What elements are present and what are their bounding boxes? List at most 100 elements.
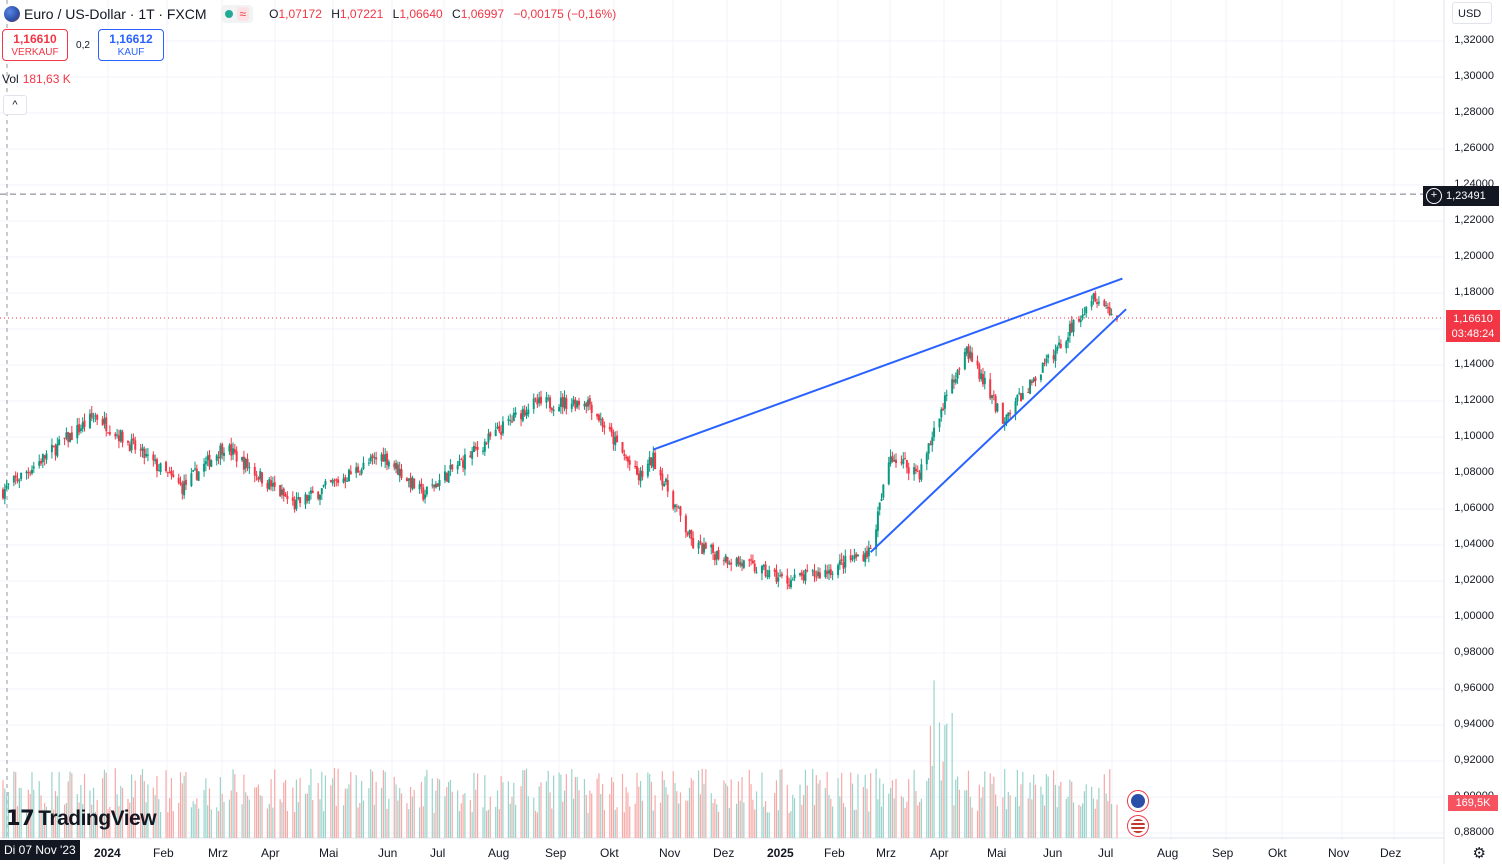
candle-body	[549, 397, 552, 409]
market-status[interactable]: ≈	[220, 5, 254, 23]
volume-bar	[42, 809, 44, 838]
currency-selector[interactable]: USD	[1452, 2, 1492, 24]
candle-body	[599, 418, 602, 420]
volume-bar	[1004, 769, 1006, 838]
candle-body	[81, 422, 84, 430]
volume-bar	[692, 780, 694, 838]
volume-bar	[154, 795, 156, 838]
gear-icon[interactable]: ⚙	[1472, 845, 1486, 862]
candle-body	[675, 506, 678, 508]
candle-body	[800, 572, 803, 576]
collapse-legend-button[interactable]: ^	[3, 95, 27, 115]
volume-bar	[1109, 769, 1111, 838]
eu-event-icon[interactable]	[1127, 790, 1149, 812]
candle-body	[337, 479, 340, 483]
candle-body	[96, 415, 99, 420]
volume-bar	[380, 787, 383, 838]
volume-bar	[697, 770, 700, 838]
volume-bar	[661, 771, 663, 838]
candle-body	[92, 417, 95, 419]
volume-bar	[667, 794, 669, 838]
volume-bar	[984, 771, 986, 838]
candle-body	[434, 483, 437, 488]
volume-bar	[1107, 800, 1109, 838]
volume-bar	[1047, 776, 1049, 838]
candle-body	[405, 478, 408, 482]
horizontal-line-label[interactable]: +1,23491	[1423, 186, 1499, 206]
time-tick-label: Okt	[1268, 846, 1287, 860]
volume-bar	[774, 792, 776, 838]
candle-body	[628, 460, 631, 465]
candle-body	[141, 447, 144, 451]
volume-bar	[56, 796, 58, 838]
candle-body	[472, 445, 475, 453]
candle-body	[610, 427, 613, 433]
volume-bar	[864, 774, 866, 838]
volume-bar	[2, 780, 4, 838]
volume-bar	[437, 778, 439, 838]
last-volume-label: 169,5K	[1448, 795, 1498, 811]
volume-bar	[629, 806, 631, 838]
volume-bar	[292, 787, 294, 838]
candle-body	[146, 454, 149, 456]
volume-bar	[317, 783, 319, 838]
volume-bar	[228, 799, 231, 838]
volume-bar	[63, 804, 66, 838]
volume-bar	[786, 784, 788, 838]
volume-bar	[917, 805, 919, 838]
volume-bar	[65, 802, 67, 838]
price-tick-label: 1,18000	[1454, 286, 1494, 298]
candle-body	[634, 466, 637, 468]
candle-body	[132, 438, 135, 441]
volume-bar	[870, 773, 872, 838]
candle-body	[5, 485, 8, 489]
candle-body	[588, 398, 591, 405]
volume-bar	[649, 774, 651, 838]
candle-body	[105, 417, 108, 432]
volume-bar	[839, 796, 841, 838]
candle-body	[710, 544, 713, 548]
candle-body	[67, 432, 70, 442]
volume-bar	[1096, 799, 1098, 838]
volume-bar	[525, 768, 528, 838]
volume-bar	[900, 795, 903, 838]
volume-bar	[16, 806, 19, 838]
candle-body	[755, 572, 758, 574]
volume-bar	[76, 794, 78, 838]
symbol-title[interactable]: Euro / US-Dollar · 1T · FXCM	[24, 6, 207, 22]
volume-bar	[105, 772, 107, 838]
candle-body	[320, 488, 323, 495]
buy-button[interactable]: 1,16612 KAUF	[98, 29, 164, 61]
volume-bar	[600, 794, 602, 838]
candle-body	[308, 495, 311, 501]
volume-bar	[198, 808, 200, 838]
candle-body	[895, 459, 898, 464]
candle-body	[184, 479, 187, 485]
volume-bar	[913, 769, 915, 838]
tradingview-logo[interactable]: 𝟭𝟳 TradingView	[6, 806, 157, 831]
volume-bar	[284, 779, 287, 838]
candle-body	[76, 425, 79, 439]
candle-body	[679, 506, 682, 516]
us-event-icon[interactable]	[1127, 815, 1149, 837]
candle-body	[521, 408, 524, 421]
volume-bar	[908, 779, 910, 838]
candle-body	[590, 404, 593, 414]
volume-bar	[877, 799, 879, 838]
plus-icon[interactable]: +	[1426, 188, 1442, 205]
time-tick-label: Nov	[659, 846, 681, 860]
candle-body	[270, 480, 273, 487]
price-tick-label: 1,20000	[1454, 250, 1494, 262]
volume-bar	[659, 802, 662, 838]
candle-body	[396, 464, 399, 475]
candle-body	[831, 573, 834, 575]
time-tick-label: Aug	[488, 846, 510, 860]
crosshair-date-label: Di 07 Nov '23	[0, 840, 80, 860]
upper-trendline	[652, 277, 1123, 451]
volume-bar	[929, 725, 932, 838]
volume-bar	[216, 807, 218, 838]
sell-button[interactable]: 1,16610 VERKAUF	[2, 29, 68, 61]
volume-bar	[270, 779, 272, 838]
volume-bar	[29, 793, 31, 838]
